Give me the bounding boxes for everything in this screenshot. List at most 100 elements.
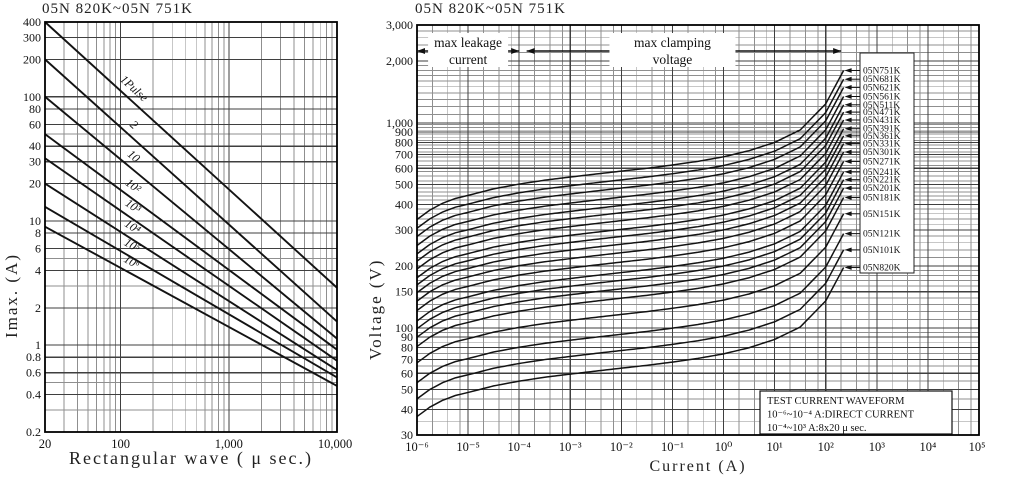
annotations: max leakage current max clamping voltage 05N…: [417, 33, 953, 435]
curve-05N201K: [416, 187, 845, 338]
part-label-05N391K: 05N391K: [863, 125, 901, 135]
series-10: [44, 96, 338, 340]
y-tick-label: 4: [35, 263, 41, 277]
y-tick-label: 60: [29, 117, 41, 131]
part-label-05N361K: 05N361K: [863, 132, 901, 142]
vi-curves: [416, 70, 845, 418]
y-tick-label: 0.6: [26, 366, 41, 380]
x-tick-label: 10⁻²: [610, 440, 633, 454]
y-tick-label: 90: [401, 330, 413, 344]
y-tick-label: 1: [35, 338, 41, 352]
y-tick-label: 20: [29, 177, 41, 191]
y-tick-label: 100: [23, 90, 41, 104]
y-tick-label: 0.8: [26, 350, 41, 364]
x-tick-label: 10⁻⁶: [405, 440, 428, 454]
y-tick-label: 400: [23, 15, 41, 29]
curve-05N471K: [416, 111, 845, 262]
curve-05N820K: [416, 267, 845, 418]
y-tick-label: 800: [395, 136, 413, 150]
plot-border: [44, 21, 338, 433]
y-tick-label: 50: [401, 383, 413, 397]
y-tick-label: 600: [395, 161, 413, 175]
curve-05N331K: [416, 143, 845, 294]
x-tick-label: 10¹: [767, 440, 784, 454]
y-tick-label: 3,000: [386, 18, 413, 32]
y-tick-label: 200: [23, 52, 41, 66]
part-label-05N511K: 05N511K: [863, 101, 900, 111]
part-label-05N681K: 05N681K: [863, 75, 901, 85]
series-label-1Pulse: 1Pulse: [117, 72, 151, 105]
curve-05N301K: [416, 151, 845, 302]
test-waveform-box: [759, 390, 953, 435]
max-leakage-current-label-line1: max leakage: [434, 35, 502, 50]
y-tick-label: 10: [29, 214, 41, 228]
y-tick-label: 300: [23, 31, 41, 45]
max-leakage-current-label-bg: [428, 33, 509, 67]
tick-labels: 20 100 1,000 10,000400300200100806040302010…: [23, 15, 352, 451]
part-label-05N201K: 05N201K: [863, 184, 901, 194]
y-tick-label: 30: [29, 155, 41, 169]
y-tick-label: 200: [395, 259, 413, 273]
x-tick-label: 10,000: [318, 437, 352, 451]
curve-05N121K: [416, 233, 845, 384]
curve-05N621K: [416, 87, 845, 238]
test-waveform-line-1: TEST CURRENT WAVEFORM: [767, 396, 905, 407]
curve-05N271K: [416, 161, 845, 312]
part-label-05N121K: 05N121K: [863, 230, 901, 240]
test-waveform-line-2: 10⁻⁶~10⁻⁴ A:DIRECT CURRENT: [767, 410, 915, 421]
y-tick-label: 8: [35, 226, 41, 240]
part-label-05N221K: 05N221K: [863, 176, 901, 186]
series-1Pulse: [44, 21, 338, 289]
part-label-05N561K: 05N561K: [863, 92, 901, 102]
part-legend-box: [859, 52, 915, 274]
x-tick-label: 10³: [869, 440, 886, 454]
x-tick-label: 10⁻⁵: [456, 440, 479, 454]
curve-05N681K: [416, 78, 845, 229]
x-tick-label: 10⁻⁴: [507, 440, 530, 454]
right-y-axis-label: Voltage (V): [366, 258, 385, 360]
part-label-05N431K: 05N431K: [863, 116, 901, 126]
series-label-10⁴: 10⁴: [122, 216, 143, 237]
curve-05N511K: [416, 104, 845, 255]
curve-05N361K: [416, 135, 845, 286]
x-tick-label: 10²: [818, 440, 835, 454]
part-label-05N151K: 05N151K: [863, 210, 901, 220]
x-tick-label: 10⁵: [969, 440, 986, 454]
max-clamping-voltage-label-bg: [609, 33, 736, 67]
series-10⁶: [44, 225, 338, 387]
y-tick-label: 300: [395, 223, 413, 237]
series-label-10: 10: [125, 147, 143, 165]
y-tick-label: 2,000: [386, 54, 413, 68]
x-tick-label: 100: [111, 437, 130, 451]
curve-05N391K: [416, 128, 845, 279]
right-chart-title: 05N 820K~05N 751K: [415, 1, 566, 17]
left-y-axis-label: Imax. (A): [2, 252, 21, 338]
part-label-05N820K: 05N820K: [863, 264, 901, 274]
test-waveform-line-3: 10⁻⁴~10³ A:8x20 μ sec.: [767, 423, 867, 434]
y-tick-label: 500: [395, 178, 413, 192]
series-label-10⁵: 10⁵: [122, 235, 143, 255]
y-tick-label: 80: [401, 341, 413, 355]
x-tick-label: 1,000: [215, 437, 243, 451]
vi-characteristic-plot: 10⁻⁶ 10⁻⁵ 10⁻⁴ 10⁻³ 10⁻² 10⁻¹ 10⁰ 10¹ 10² 10³ 10⁴ 1…: [386, 18, 985, 454]
x-tick-label: 10⁴: [919, 440, 936, 454]
series-2: [44, 58, 338, 323]
y-tick-label: 6: [35, 242, 41, 256]
series-10⁵: [44, 206, 338, 379]
y-tick-label: 40: [401, 402, 413, 416]
left-x-axis-label: Rectangular wave ( μ sec.): [68, 448, 314, 468]
tick-labels: 10⁻⁶ 10⁻⁵ 10⁻⁴ 10⁻³ 10⁻² 10⁻¹ 10⁰ 10¹ 10² 10³ 10⁴ 1…: [386, 18, 985, 454]
y-tick-label: 100: [395, 321, 413, 335]
part-label-05N751K: 05N751K: [863, 66, 901, 76]
max-leakage-current-label-line2: current: [449, 52, 487, 67]
curve-05N241K: [416, 171, 845, 322]
curve-05N101K: [416, 249, 845, 400]
y-tick-label: 900: [395, 125, 413, 139]
y-tick-label: 0.4: [26, 388, 41, 402]
curve-05N431K: [416, 119, 845, 270]
plot-border: [416, 24, 980, 436]
curve-05N751K: [416, 70, 845, 221]
y-tick-label: 80: [29, 102, 41, 116]
